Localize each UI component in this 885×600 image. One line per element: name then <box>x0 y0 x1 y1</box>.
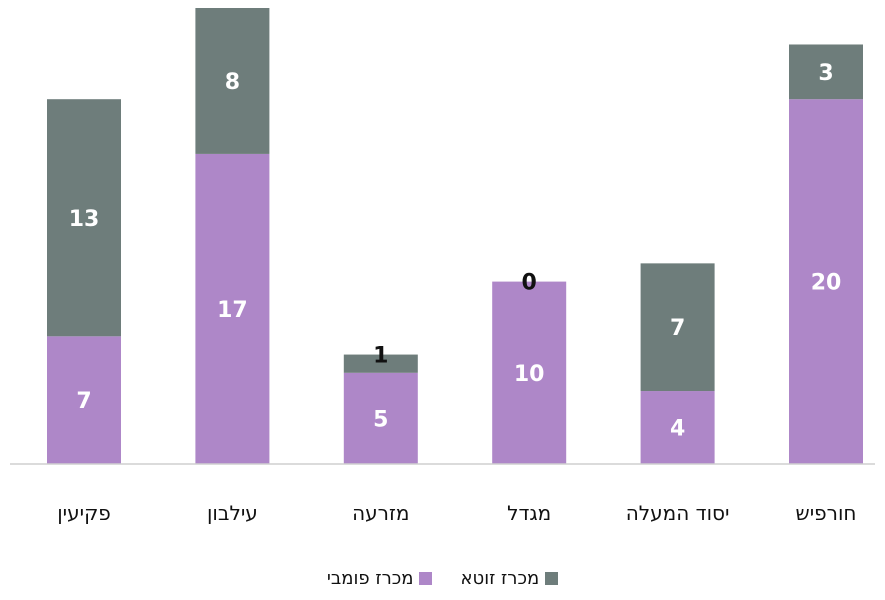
data-label-5-series-1: 3 <box>818 61 833 86</box>
category-label-2: מזרעה <box>352 501 409 525</box>
data-label-2-series-0: 5 <box>373 407 388 432</box>
data-label-4-series-1: 7 <box>670 316 685 341</box>
legend-item-series-0: מכרז פומבי <box>327 568 433 589</box>
data-label-4-series-0: 4 <box>670 417 685 442</box>
data-label-2-series-1: 1 <box>373 344 388 369</box>
legend-swatch-series-0 <box>419 572 433 585</box>
legend-item-series-1: מכרז זוטא <box>460 568 559 589</box>
bar-2-series-1 <box>343 354 418 373</box>
bar-1-series-0 <box>195 153 270 465</box>
bar-1-series-1 <box>195 8 270 154</box>
bars-group: 7 13 17 8 5 1 10 0 4 7 20 3 <box>47 8 863 465</box>
data-label-1-series-0: 17 <box>217 298 248 323</box>
data-label-3-series-0: 10 <box>514 362 545 387</box>
bar-0-series-1 <box>47 99 121 337</box>
data-label-1-series-1: 8 <box>225 70 240 95</box>
legend: מכרז זוטא מכרז פומבי <box>0 568 885 589</box>
bar-5-series-0 <box>789 99 863 464</box>
category-label-3: מגדל <box>507 501 551 525</box>
category-label-0: פקיעין <box>57 501 111 525</box>
category-label-4: יסוד המעלה <box>626 501 730 525</box>
legend-label-series-1: מכרז זוטא <box>460 568 540 589</box>
category-labels: פקיעין עילבון מזרעה מגדל יסוד המעלה חורפיש <box>57 501 856 525</box>
data-label-0-series-0: 7 <box>76 389 91 414</box>
bar-3-series-0 <box>492 281 567 464</box>
bar-2-series-0 <box>343 372 418 464</box>
data-label-0-series-1: 13 <box>69 207 100 232</box>
data-label-3-series-1: 0 <box>522 271 537 296</box>
bar-4-series-0 <box>640 391 715 464</box>
bar-5-series-1 <box>789 44 863 100</box>
bar-4-series-1 <box>640 263 715 392</box>
legend-label-series-0: מכרז פומבי <box>326 568 414 589</box>
category-label-1: עילבון <box>207 501 258 525</box>
data-label-5-series-0: 20 <box>811 271 842 296</box>
legend-swatch-series-1 <box>545 572 559 585</box>
bar-0-series-0 <box>47 336 121 464</box>
stacked-bar-chart: 7 13 17 8 5 1 10 0 4 7 20 3 פקיעין עילבון מזרעה מגדל יס… <box>10 8 875 525</box>
category-label-5: חורפיש <box>796 501 857 525</box>
